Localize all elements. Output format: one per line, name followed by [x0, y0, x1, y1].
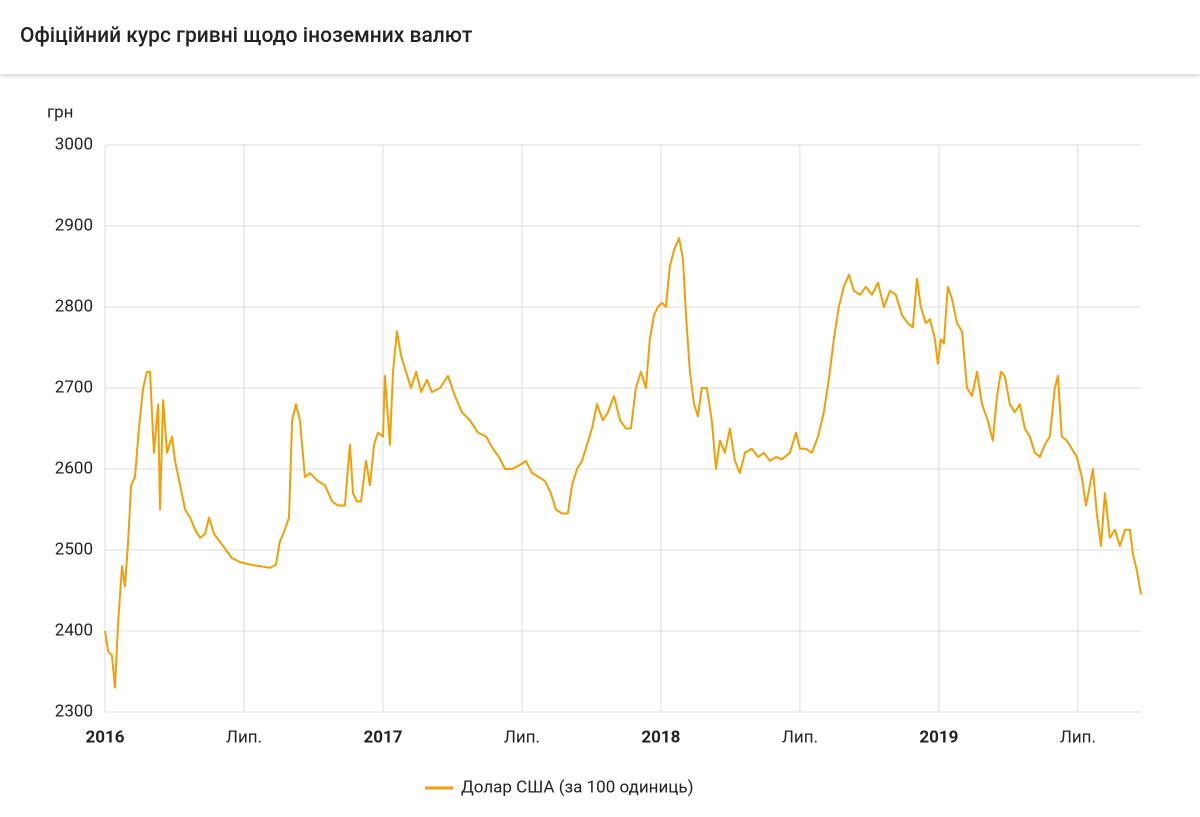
- y-tick-label: 2800: [55, 296, 93, 316]
- y-axis-label: грн: [47, 102, 74, 122]
- x-tick-label: Лип.: [1060, 727, 1096, 747]
- y-tick-label: 2700: [55, 377, 93, 397]
- line: [104, 237, 1142, 689]
- x-tick-label: 2017: [363, 727, 402, 747]
- x-tick-label: 2018: [641, 727, 680, 747]
- y-tick-label: 3000: [55, 134, 93, 154]
- y-tick-label: 2900: [55, 215, 93, 235]
- y-tick-label: 2300: [55, 701, 93, 721]
- x-tick-label: Лип.: [504, 727, 540, 747]
- x-tick-label: 2019: [919, 727, 958, 747]
- x-tick-label: Лип.: [782, 727, 818, 747]
- header: Офіційний курс гривні щодо іноземних вал…: [0, 0, 1200, 74]
- y-tick-label: 2500: [55, 539, 93, 559]
- chart-title: Офіційний курс гривні щодо іноземних вал…: [20, 24, 473, 48]
- legend-label: Долар США (за 100 одиниць): [461, 777, 694, 797]
- y-tick-label: 2600: [55, 458, 93, 478]
- x-tick-label: Лип.: [226, 727, 262, 747]
- x-tick-label: 2016: [85, 727, 124, 747]
- y-tick-label: 2400: [55, 620, 93, 640]
